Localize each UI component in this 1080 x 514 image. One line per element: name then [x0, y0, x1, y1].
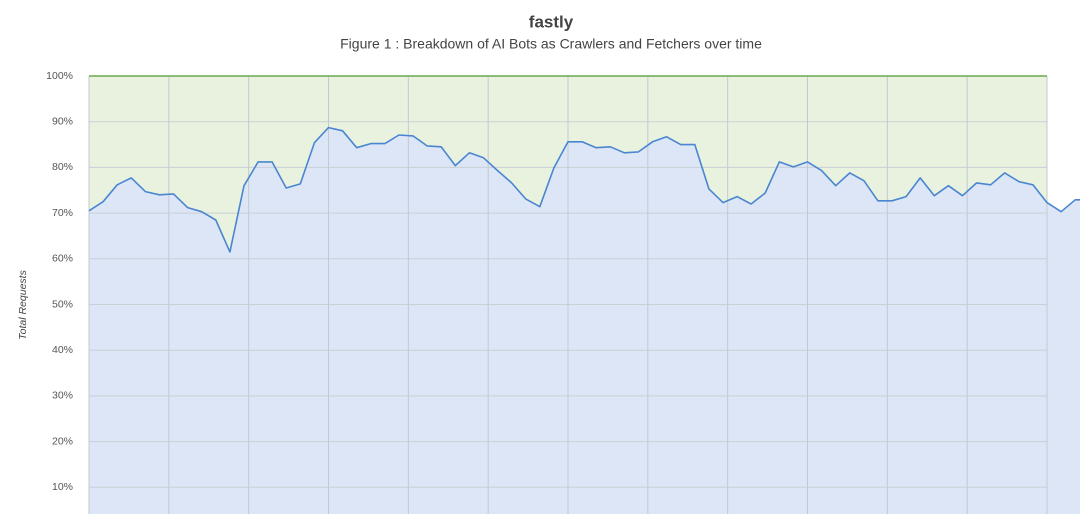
- y-tick-label: 60%: [52, 253, 73, 265]
- y-axis-label: Total Requests: [17, 269, 29, 339]
- y-tick-label: 50%: [52, 298, 73, 310]
- y-tick-label: 10%: [52, 481, 73, 493]
- y-tick-label: 20%: [52, 435, 73, 447]
- y-tick-label: 30%: [52, 390, 73, 402]
- chart-title: Figure 1 : Breakdown of AI Bots as Crawl…: [340, 36, 762, 52]
- y-tick-label: 90%: [52, 115, 73, 127]
- y-tick-label: 40%: [52, 344, 73, 356]
- line: [88, 126, 1080, 253]
- y-tick-label: 70%: [52, 207, 73, 219]
- logo: fastly: [529, 12, 574, 31]
- area: [89, 127, 1080, 514]
- y-tick-label: 80%: [52, 161, 73, 173]
- y-tick-label: 100%: [46, 70, 73, 82]
